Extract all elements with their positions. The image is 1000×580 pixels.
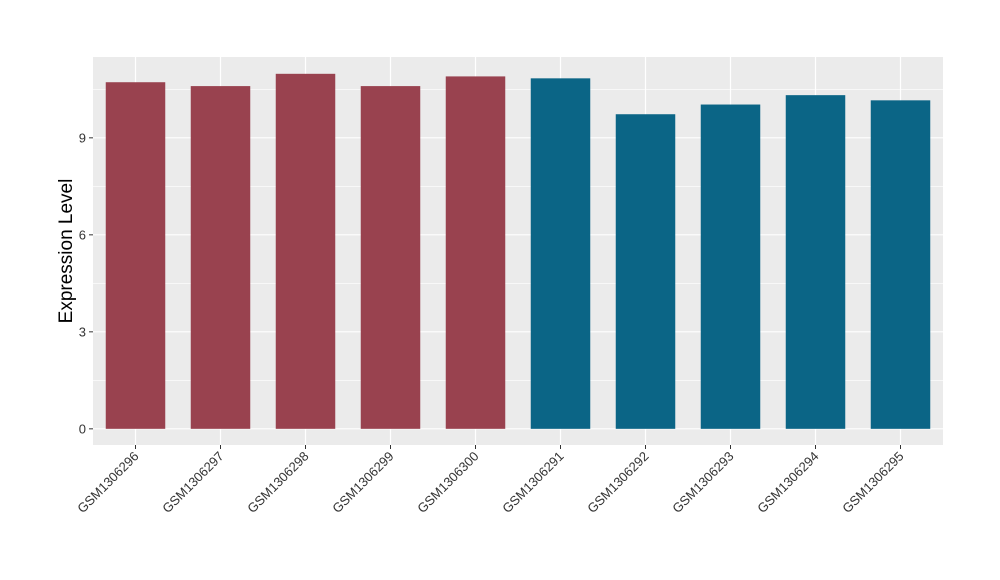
x-tick-label: GSM1306299 xyxy=(329,449,396,516)
bar-GSM1306291 xyxy=(530,78,591,429)
y-tick-label: 0 xyxy=(79,421,86,436)
x-tick-label: GSM1306295 xyxy=(839,449,906,516)
x-tick-label: GSM1306292 xyxy=(584,449,651,516)
bar-GSM1306292 xyxy=(615,114,676,429)
bars xyxy=(105,73,931,429)
bar-GSM1306293 xyxy=(700,104,761,429)
x-tick-label: GSM1306294 xyxy=(754,449,821,516)
bar-GSM1306295 xyxy=(870,100,931,429)
bar-GSM1306300 xyxy=(445,76,506,429)
bar-GSM1306294 xyxy=(785,95,846,429)
x-axis: GSM1306296 GSM1306297 GSM1306298 GSM1306299… xyxy=(74,445,907,516)
x-tick-label: GSM1306300 xyxy=(414,449,481,516)
x-tick-label: GSM1306296 xyxy=(74,449,141,516)
x-tick-label: GSM1306293 xyxy=(669,449,736,516)
x-tick-label: GSM1306291 xyxy=(499,449,566,516)
y-axis: 0 3 6 9 xyxy=(79,130,93,436)
y-axis-title: Expression Level xyxy=(56,179,77,324)
bar-GSM1306296 xyxy=(105,82,166,429)
y-tick-label: 9 xyxy=(79,130,86,145)
y-tick-label: 3 xyxy=(79,324,86,339)
bar-GSM1306298 xyxy=(275,73,336,429)
x-tick-label: GSM1306298 xyxy=(244,449,311,516)
bar-GSM1306299 xyxy=(360,86,421,429)
x-tick-label: GSM1306297 xyxy=(159,449,226,516)
y-tick-label: 6 xyxy=(79,227,86,242)
bar-GSM1306297 xyxy=(190,86,251,429)
